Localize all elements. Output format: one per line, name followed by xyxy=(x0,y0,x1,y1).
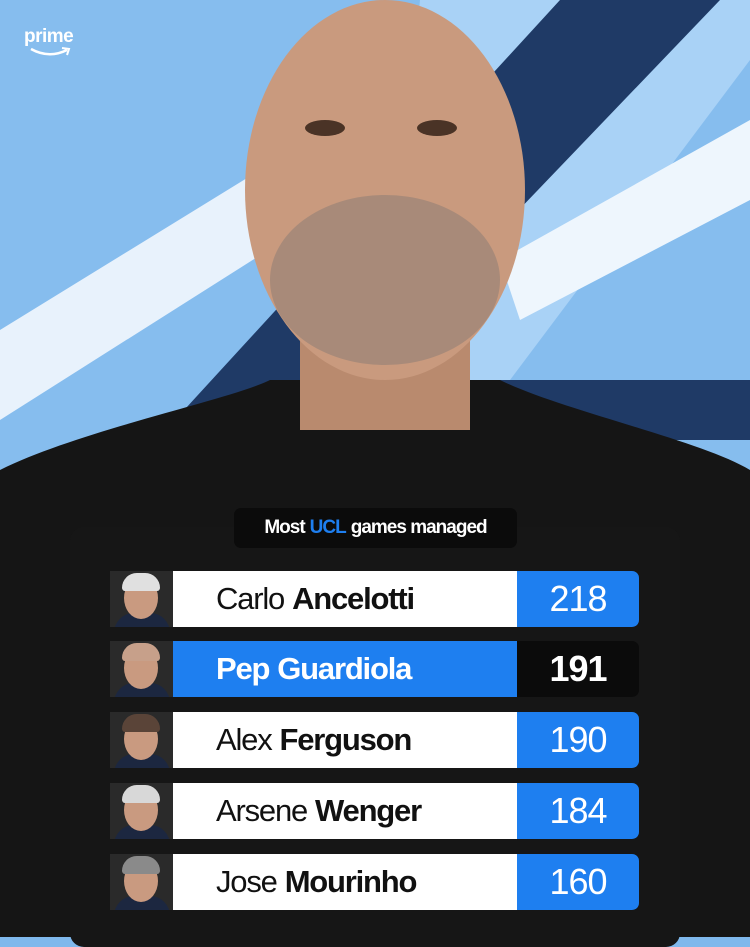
games-count: 191 xyxy=(517,641,639,697)
last-name: Mourinho xyxy=(284,864,418,899)
ranking-title: Most UCL games managed xyxy=(234,508,517,548)
manager-photo xyxy=(110,712,173,768)
first-name: Arsene xyxy=(216,793,308,828)
prime-logo: prime xyxy=(24,26,74,56)
title-highlight: UCL xyxy=(309,517,347,538)
manager-photo xyxy=(110,783,173,839)
games-count: 160 xyxy=(517,854,639,910)
manager-name: Pep Guardiola xyxy=(173,641,517,697)
manager-photo xyxy=(110,641,173,697)
games-count: 190 xyxy=(517,712,639,768)
manager-name: Jose Mourinho xyxy=(173,854,517,910)
last-name: Ferguson xyxy=(279,722,413,757)
last-name: Guardiola xyxy=(277,651,412,686)
manager-photo xyxy=(110,854,173,910)
manager-name: Carlo Ancelotti xyxy=(173,571,517,627)
first-name: Alex xyxy=(216,722,273,757)
manager-photo xyxy=(110,571,173,627)
last-name: Wenger xyxy=(315,793,422,828)
ranking-row: Arsene Wenger 184 xyxy=(110,783,639,839)
ranking-row: Carlo Ancelotti 218 xyxy=(110,571,639,627)
first-name: Jose xyxy=(216,864,278,899)
smile-arrow-icon xyxy=(30,47,71,56)
stripe-white xyxy=(0,170,300,420)
games-count: 184 xyxy=(517,783,639,839)
games-count: 218 xyxy=(517,571,639,627)
title-suffix: games managed xyxy=(350,517,488,538)
first-name: Carlo xyxy=(216,581,285,616)
manager-name: Arsene Wenger xyxy=(173,783,517,839)
logo-text: prime xyxy=(24,26,74,47)
ranking-row: Jose Mourinho 160 xyxy=(110,854,639,910)
manager-name: Alex Ferguson xyxy=(173,712,517,768)
last-name: Ancelotti xyxy=(292,581,415,616)
ranking-row: Pep Guardiola 191 xyxy=(110,641,639,697)
ranking-row: Alex Ferguson 190 xyxy=(110,712,639,768)
title-prefix: Most xyxy=(264,517,305,538)
first-name: Pep xyxy=(216,651,270,686)
